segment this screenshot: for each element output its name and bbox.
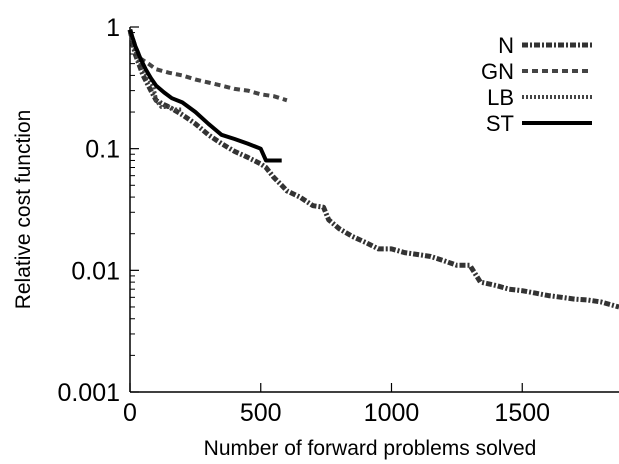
y-tick-label: 1 — [106, 14, 120, 42]
y-tick-label: 0.1 — [85, 136, 120, 164]
y-axis-label: Relative cost function — [12, 110, 35, 310]
x-tick-label: 1500 — [494, 399, 550, 427]
x-axis-label: Number of forward problems solved — [204, 437, 537, 460]
legend-label-lb: LB — [487, 85, 514, 110]
series-line-n — [127, 29, 619, 310]
axes: 0.001 0.01 0.1 1 0 500 1000 1500 — [57, 14, 619, 427]
legend-label-n: N — [498, 33, 514, 58]
y-tick-label: 0.001 — [57, 379, 120, 407]
x-tick-label: 0 — [123, 399, 137, 427]
x-tick-label: 1000 — [364, 399, 420, 427]
y-tick-label: 0.01 — [71, 257, 120, 285]
series-lines — [127, 29, 619, 310]
legend-label-st: ST — [486, 111, 514, 136]
x-tick-label: 500 — [240, 399, 282, 427]
legend-label-gn: GN — [481, 59, 514, 84]
series-line-st — [128, 29, 282, 163]
series-line-gn — [128, 29, 288, 103]
